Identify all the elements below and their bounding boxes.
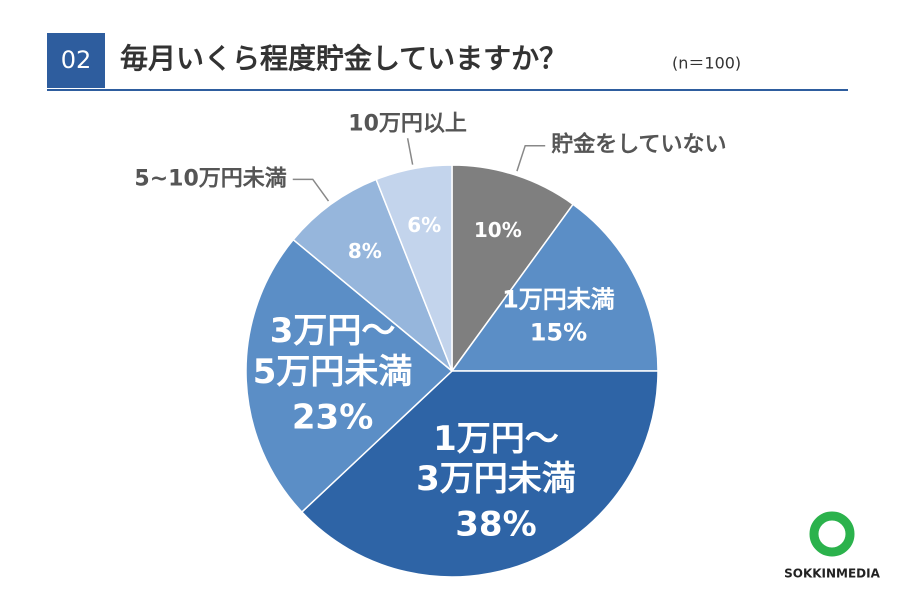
pie-slice [375,164,453,372]
slice-label: 1万円～ 3万円未満 [416,418,576,500]
value-label: 10% [473,217,522,242]
value-label: 15% [529,318,588,347]
category-label: 10万円以上 [348,111,467,136]
subtitle: (n＝100) [672,54,741,73]
pie-slice [300,370,659,578]
value-label: 6% [407,213,442,238]
logo: SOKKINMEDIA [784,567,881,581]
section-number: 02 [61,46,92,74]
slice-label: 1万円未満 [502,285,615,314]
pie-slice [245,238,454,514]
leader-line [406,138,414,165]
title: 毎月いくら程度貯金していますか？ [120,42,567,75]
category-label: 5~10万円未満 [134,165,286,191]
leader-line [292,178,330,202]
pie-slice [451,164,575,374]
value-label: 38% [455,504,537,545]
category-label: 貯金をしていない [551,132,726,158]
value-label: 8% [347,239,382,263]
number-box [47,33,105,88]
leader-line [516,144,546,172]
pie-slice [292,178,453,372]
logo-mark [809,511,855,557]
slice-label: 3万円～ 5万円未満 [252,311,413,393]
pie-slice [450,203,659,372]
value-label: 23% [291,397,374,438]
